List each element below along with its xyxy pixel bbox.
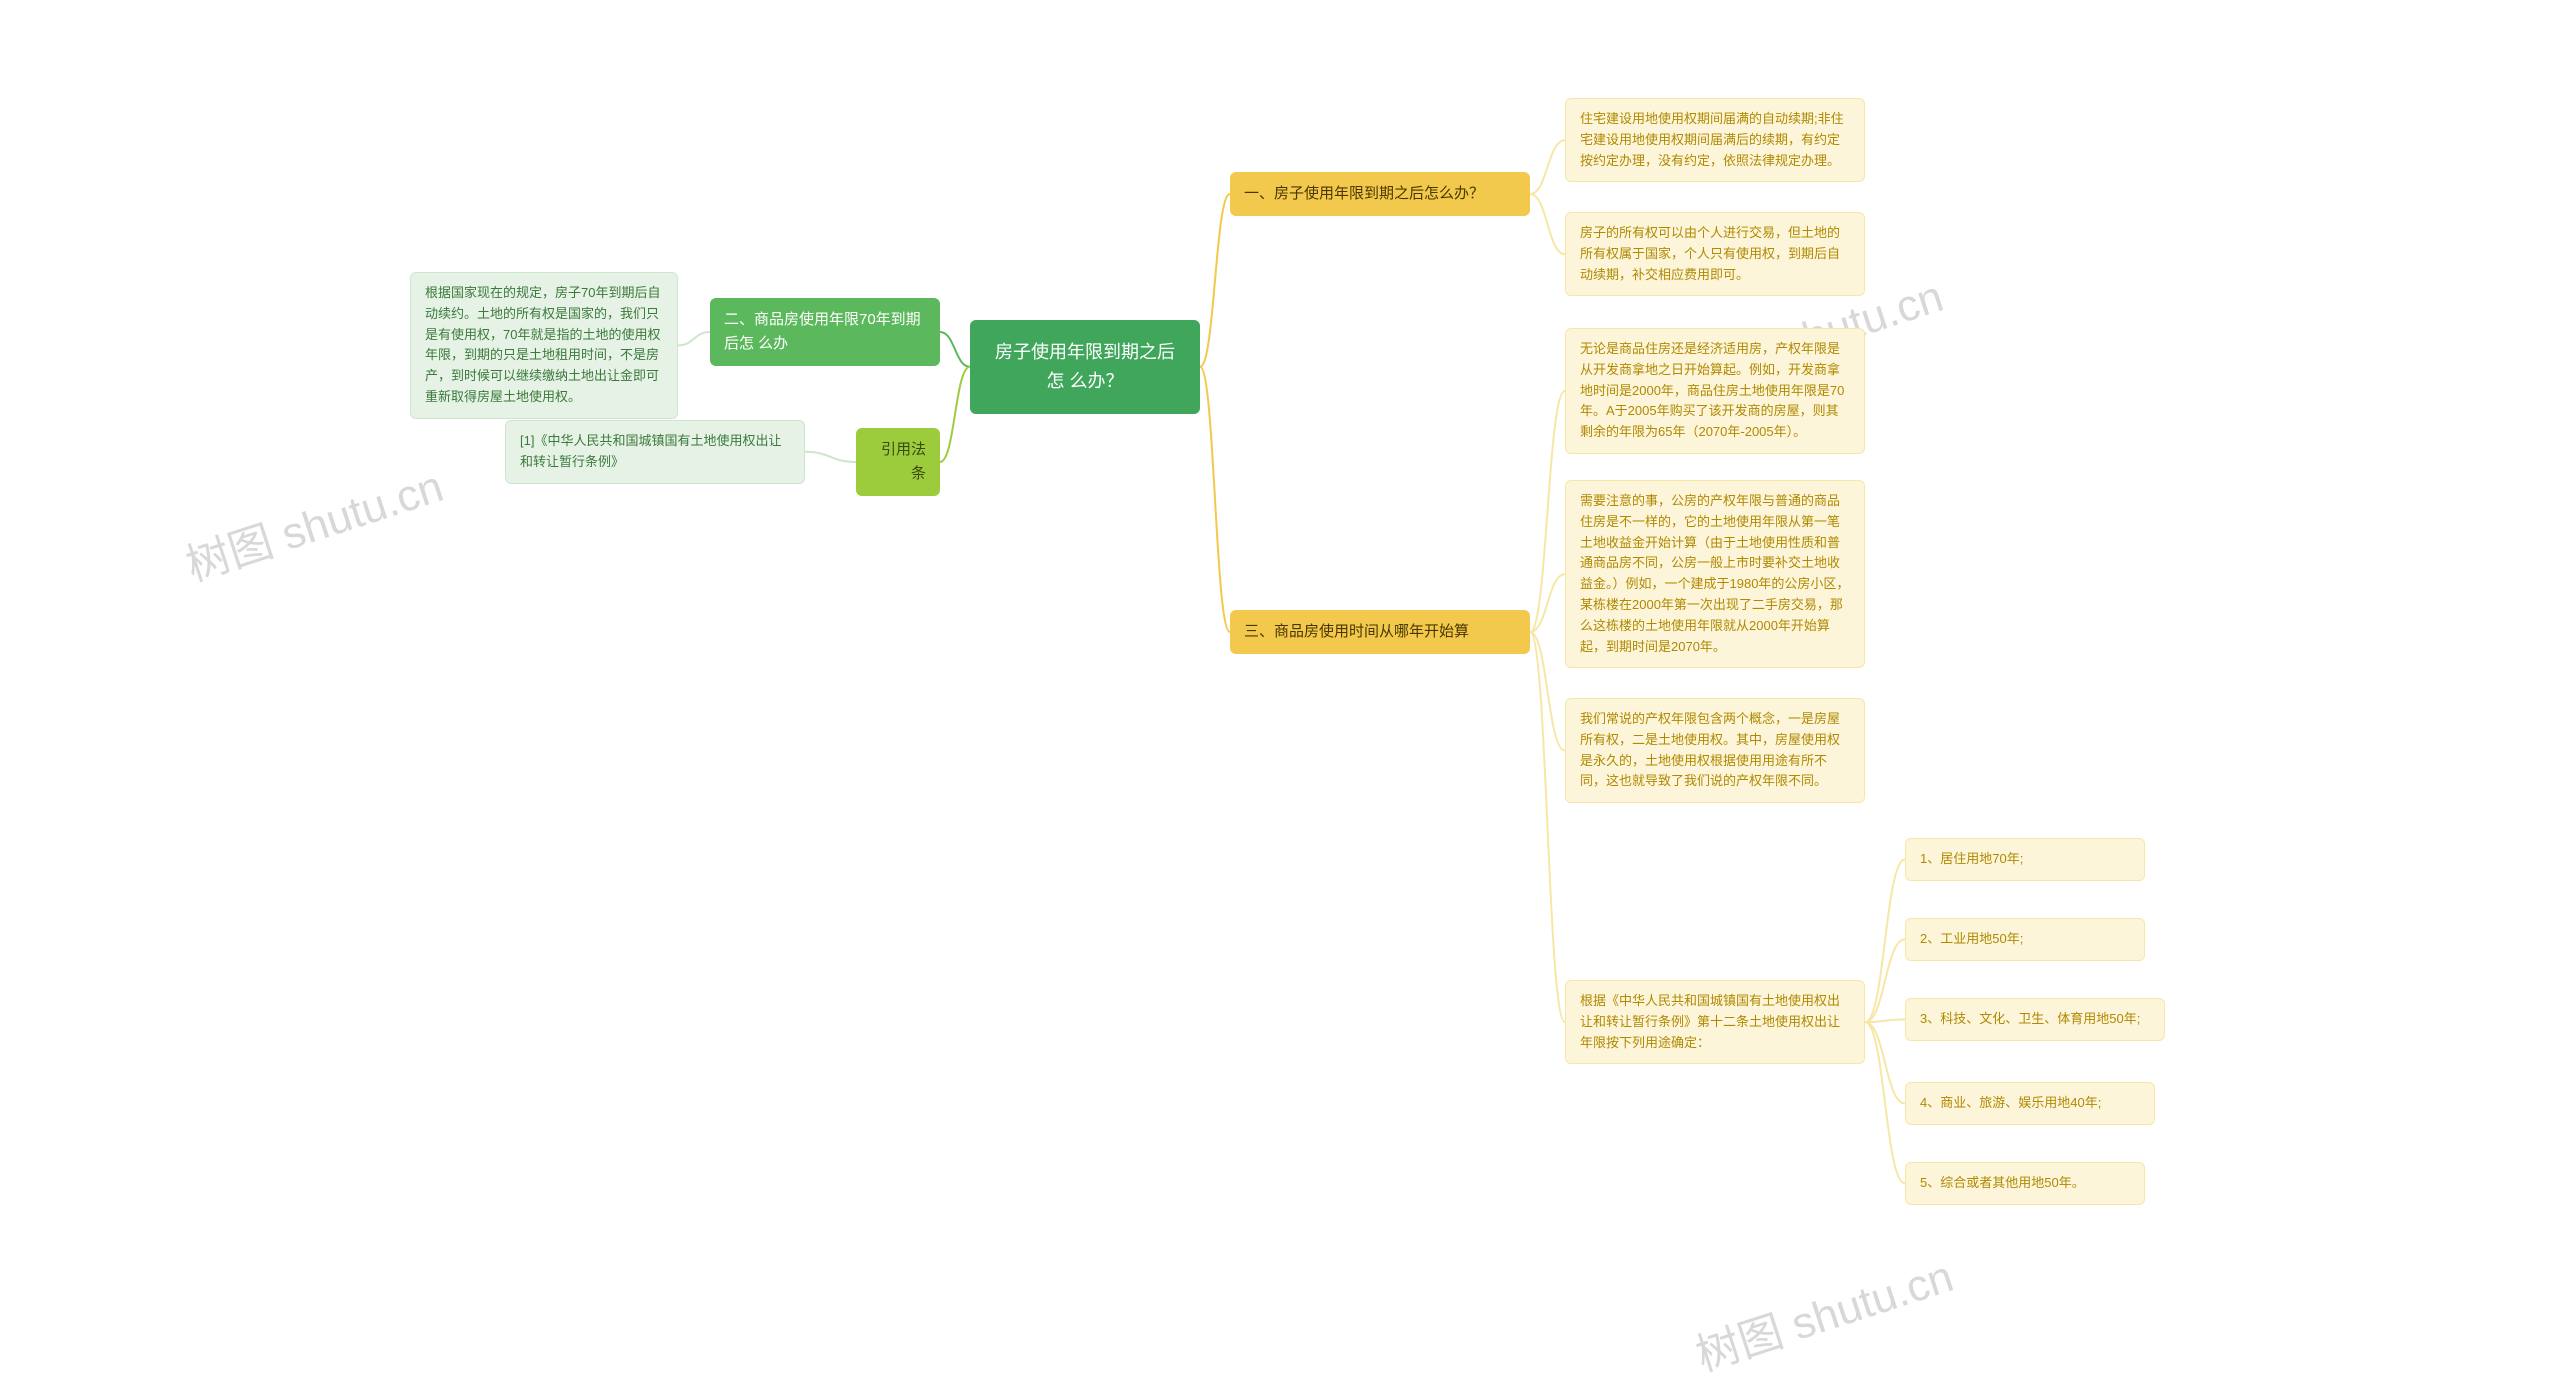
branch-citations: 引用法条 [856, 428, 940, 496]
leaf-s1-auto-renewal: 住宅建设用地使用权期间届满的自动续期;非住宅建设用地使用权期间届满后的续期，有约… [1565, 98, 1865, 182]
leaf-s1-ownership: 房子的所有权可以由个人进行交易，但土地的所有权属于国家，个人只有使用权，到期后自… [1565, 212, 1865, 296]
leaf-use-industrial-50: 2、工业用地50年; [1905, 918, 2145, 961]
leaf-use-science-50: 3、科技、文化、卫生、体育用地50年; [1905, 998, 2165, 1041]
watermark: 树图 shutu.cn [177, 450, 450, 593]
leaf-s2-auto-renew-detail: 根据国家现在的规定，房子70年到期后自动续约。土地的所有权是国家的，我们只是有使… [410, 272, 678, 419]
branch-section-1: 一、房子使用年限到期之后怎么办？ [1230, 172, 1530, 216]
leaf-s3-two-concepts: 我们常说的产权年限包含两个概念，一是房屋所有权，二是土地使用权。其中，房屋使用权… [1565, 698, 1865, 803]
leaf-use-other-50: 5、综合或者其他用地50年。 [1905, 1162, 2145, 1205]
root-node: 房子使用年限到期之后怎 么办？ [970, 320, 1200, 414]
leaf-s3-public-housing: 需要注意的事，公房的产权年限与普通的商品住房是不一样的，它的土地使用年限从第一笔… [1565, 480, 1865, 668]
leaf-citation-1: [1]《中华人民共和国城镇国有土地使用权出让和转让暂行条例》 [505, 420, 805, 484]
watermark: 树图 shutu.cn [1687, 1240, 1960, 1383]
leaf-use-residential-70: 1、居住用地70年; [1905, 838, 2145, 881]
branch-section-2: 二、商品房使用年限70年到期后怎 么办 [710, 298, 940, 366]
leaf-s3-regulation-article12: 根据《中华人民共和国城镇国有土地使用权出让和转让暂行条例》第十二条土地使用权出让… [1565, 980, 1865, 1064]
leaf-s3-start-from-developer: 无论是商品住房还是经济适用房，产权年限是从开发商拿地之日开始算起。例如，开发商拿… [1565, 328, 1865, 454]
branch-section-3: 三、商品房使用时间从哪年开始算 [1230, 610, 1530, 654]
leaf-use-commercial-40: 4、商业、旅游、娱乐用地40年; [1905, 1082, 2155, 1125]
